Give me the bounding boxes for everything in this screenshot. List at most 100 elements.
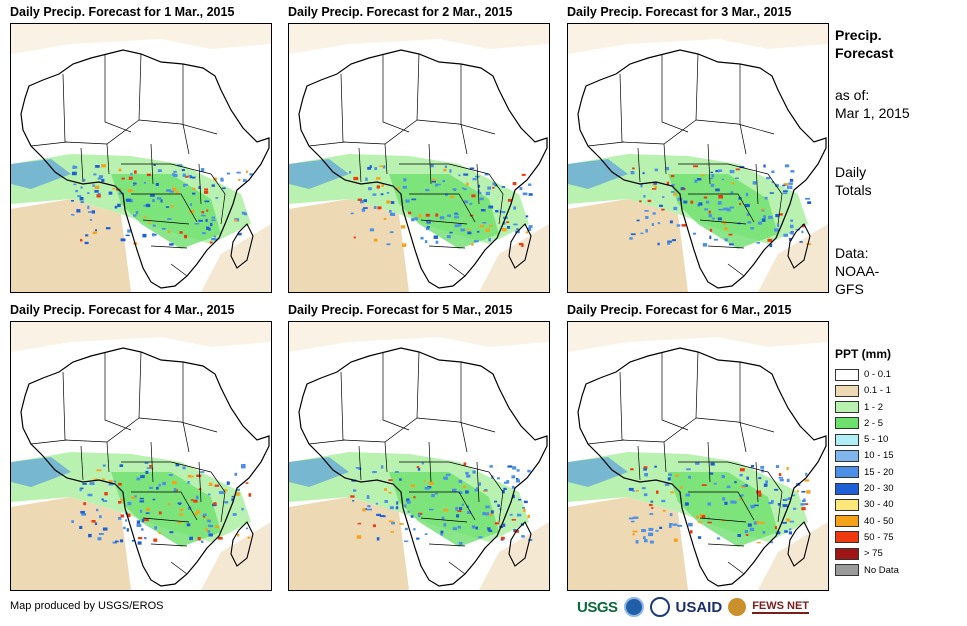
rain-cell [175, 191, 180, 194]
rain-cell [711, 217, 715, 220]
rain-cell [399, 523, 404, 525]
rain-cell [631, 520, 635, 523]
rain-cell [220, 177, 223, 179]
country-border [182, 123, 190, 155]
rain-cell [472, 470, 476, 474]
rain-cell [739, 473, 743, 477]
fews-globe-icon [728, 598, 747, 616]
title-line: Forecast [835, 45, 894, 61]
rain-cell [182, 173, 186, 177]
rain-cell [728, 233, 733, 236]
rain-cell [82, 483, 87, 485]
rain-cell [746, 213, 750, 217]
rain-cell [156, 486, 159, 490]
rain-cell [207, 530, 211, 533]
rain-cell [381, 183, 384, 187]
rain-cell [694, 179, 698, 183]
rain-cell [507, 465, 513, 468]
rain-cell [158, 483, 161, 487]
rain-cell [649, 503, 653, 506]
rain-cell [399, 478, 402, 481]
legend-swatch [835, 417, 859, 430]
rain-cell [479, 197, 484, 201]
rain-cell [201, 211, 205, 214]
rain-cell [731, 182, 735, 185]
country-border [106, 143, 110, 175]
rain-cell [79, 525, 83, 529]
rain-cell [202, 514, 206, 518]
rain-cell [189, 210, 195, 213]
rain-cell [806, 243, 812, 245]
legend-label: 1 - 2 [864, 401, 884, 413]
rain-cell [245, 482, 249, 484]
rain-cell [669, 523, 673, 526]
rain-cell [173, 488, 177, 492]
rain-cell [653, 182, 657, 185]
rain-cell [793, 507, 797, 510]
rain-cell [94, 522, 98, 525]
rain-cell [767, 238, 773, 242]
rain-cell [420, 236, 424, 240]
rain-cell [707, 502, 711, 506]
rain-cell [188, 174, 192, 177]
country-border [619, 371, 623, 441]
rain-cell [148, 220, 151, 224]
rain-cell [632, 167, 635, 170]
rain-cell [411, 218, 415, 222]
rain-band [11, 159, 71, 189]
rain-cell [462, 187, 465, 189]
rain-cell [173, 170, 177, 173]
rain-cell [112, 541, 117, 544]
rain-cell [452, 488, 457, 493]
rain-cell [774, 526, 777, 530]
rain-cell [201, 214, 206, 217]
rain-cell [492, 182, 495, 186]
precip-map [567, 321, 829, 591]
country-border [695, 53, 699, 121]
rain-cell [440, 530, 444, 534]
rain-cell [118, 500, 122, 504]
rain-cell [379, 165, 384, 167]
rain-cell [458, 491, 463, 494]
rain-cell [516, 228, 519, 230]
rain-cell [210, 222, 213, 227]
rain-cell [148, 486, 153, 489]
rain-cell [121, 177, 125, 180]
rain-cell [502, 228, 507, 232]
legend-swatch [835, 433, 859, 446]
rain-cell [353, 236, 356, 239]
rain-cell [386, 243, 391, 246]
country-border [448, 461, 490, 473]
rain-cell [368, 187, 372, 191]
rain-cell [528, 228, 531, 230]
country-border [340, 73, 344, 143]
rain-cell [644, 210, 649, 212]
rain-cell [749, 527, 755, 532]
legend-swatch [835, 482, 859, 495]
rain-cell [750, 504, 755, 509]
rain-cell [108, 191, 113, 195]
rain-cell [102, 500, 108, 502]
rain-cell [167, 230, 171, 233]
rain-cell [469, 202, 473, 205]
rain-cell [158, 511, 162, 515]
rain-cell [75, 189, 78, 193]
rain-cell [494, 184, 498, 187]
country-border [695, 417, 775, 433]
rain-cell [473, 240, 479, 243]
rain-cell [790, 224, 794, 229]
rain-cell [373, 524, 376, 528]
legend-item: No Data [835, 563, 955, 578]
rain-cell [413, 496, 416, 499]
rain-cell [747, 221, 752, 224]
rain-cell [80, 201, 84, 204]
legend-item: 50 - 75 [835, 530, 955, 545]
rain-cell [523, 500, 528, 504]
rain-cell [656, 490, 659, 494]
rain-cell [186, 523, 191, 527]
legend-label: 0 - 0.1 [864, 369, 891, 380]
rain-cell [705, 200, 710, 204]
rain-cell [522, 192, 528, 196]
rain-cell [94, 190, 99, 193]
rain-cell [416, 466, 420, 469]
